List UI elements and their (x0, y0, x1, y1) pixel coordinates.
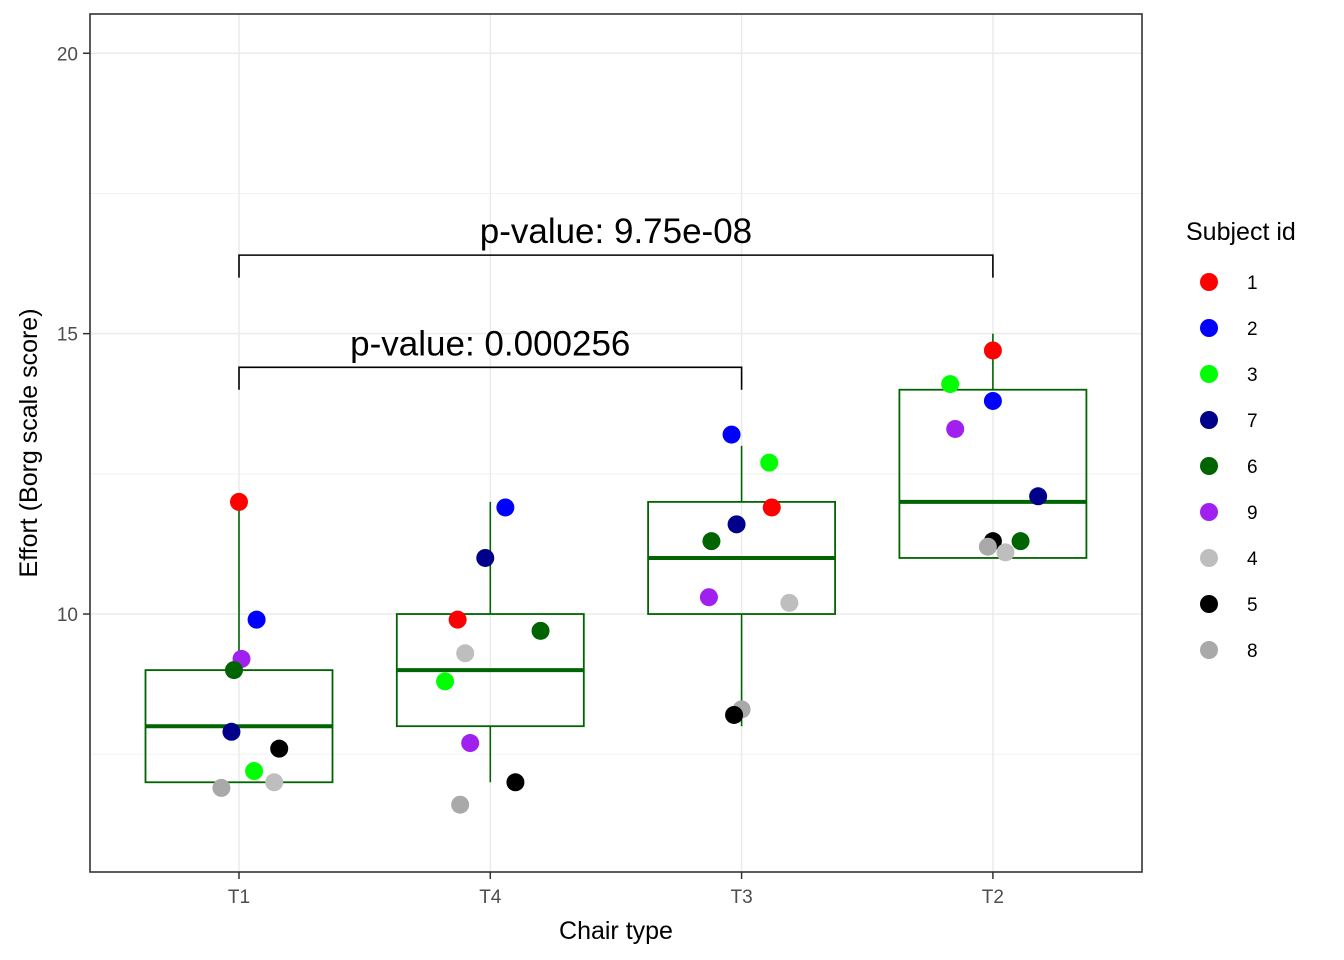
data-point (224, 661, 243, 680)
x-tick-label: T3 (731, 887, 753, 908)
legend-label-3: 3 (1247, 365, 1258, 386)
data-point (496, 498, 515, 517)
data-point (247, 610, 266, 629)
legend-key-1 (1200, 273, 1218, 291)
data-point (436, 672, 455, 691)
legend-label-9: 9 (1247, 503, 1258, 524)
data-point (451, 795, 470, 814)
x-tick-label: T2 (982, 887, 1004, 908)
legend-layer: Subject id 1 2 3 7 6 9 4 5 8 (1186, 218, 1296, 662)
data-point (727, 515, 746, 534)
data-point (780, 593, 799, 612)
legend-title: Subject id (1186, 218, 1296, 246)
data-point (983, 391, 1002, 410)
y-axis-title: Effort (Borg scale score) (15, 308, 43, 577)
p-value-label: p-value: 9.75e-08 (480, 212, 752, 251)
data-point (978, 537, 997, 556)
significance-bracket (238, 366, 743, 390)
data-point (946, 419, 965, 438)
legend-key-2 (1200, 319, 1218, 337)
legend-label-7: 7 (1247, 411, 1258, 432)
data-point (531, 621, 550, 640)
legend-label-6: 6 (1247, 457, 1258, 478)
legend-key-7 (1200, 411, 1218, 429)
x-tick-label: T1 (228, 887, 250, 908)
data-point (448, 610, 467, 629)
legend-key-5 (1200, 595, 1218, 613)
data-point (983, 341, 1002, 360)
legend-key-4 (1200, 549, 1218, 567)
data-point (725, 705, 744, 724)
x-axis-title: Chair type (559, 917, 673, 945)
box-t2 (898, 388, 1088, 559)
data-point (265, 773, 284, 792)
data-point (476, 548, 495, 567)
panel-background (90, 14, 1142, 872)
data-point (1011, 532, 1030, 551)
y-tick-label: 20 (57, 44, 78, 65)
data-point (212, 778, 231, 797)
data-point (762, 498, 781, 517)
y-tick-label: 15 (57, 325, 78, 346)
data-point (245, 762, 264, 781)
grid-layer (90, 14, 1142, 872)
points-layer (212, 341, 1048, 814)
data-point (722, 425, 741, 444)
significance-bracket (238, 254, 994, 278)
data-point (461, 734, 480, 753)
data-point (941, 375, 960, 394)
data-point (222, 722, 241, 741)
y-tick-label: 10 (57, 605, 78, 626)
legend-key-9 (1200, 503, 1218, 521)
legend-key-3 (1200, 365, 1218, 383)
data-point (702, 532, 721, 551)
legend-label-2: 2 (1247, 319, 1258, 340)
data-point (699, 588, 718, 607)
p-value-label: p-value: 0.000256 (350, 324, 630, 363)
data-point (1029, 487, 1048, 506)
legend-label-8: 8 (1247, 641, 1258, 662)
data-point (270, 739, 289, 758)
annotations-layer: p-value: 0.000256 p-value: 9.75e-08 (238, 212, 994, 390)
legend-label-5: 5 (1247, 595, 1258, 616)
x-tick-label: T4 (479, 887, 502, 908)
legend-key-6 (1200, 457, 1218, 475)
data-point (996, 543, 1015, 562)
legend-label-1: 1 (1247, 273, 1258, 294)
data-point (230, 492, 248, 511)
data-point (456, 644, 475, 663)
panel-border (89, 13, 1143, 873)
data-point (506, 773, 525, 792)
axes-layer: 10 15 20 T1 T4 T3 T2 (57, 13, 1143, 908)
legend-key-8 (1200, 641, 1218, 659)
legend-label-4: 4 (1247, 549, 1258, 570)
data-point (760, 453, 779, 472)
